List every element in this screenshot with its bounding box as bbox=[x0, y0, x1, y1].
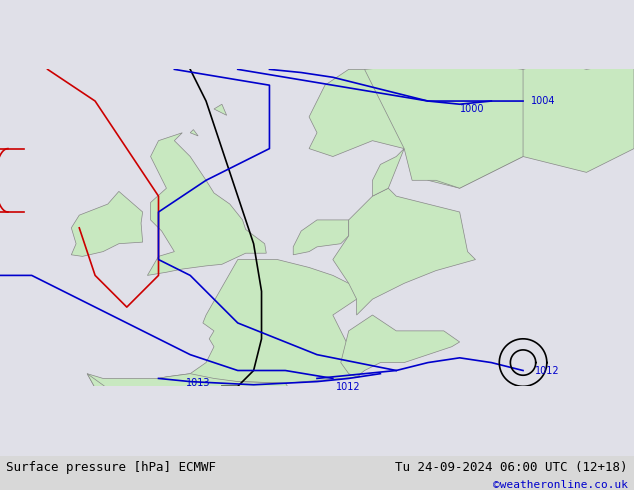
Polygon shape bbox=[71, 192, 143, 256]
Polygon shape bbox=[373, 148, 404, 196]
Text: 1012: 1012 bbox=[534, 366, 559, 376]
Text: 1004: 1004 bbox=[531, 96, 555, 106]
Text: Tu 24-09-2024 06:00 UTC (12+18): Tu 24-09-2024 06:00 UTC (12+18) bbox=[395, 461, 628, 474]
Polygon shape bbox=[333, 188, 476, 315]
Polygon shape bbox=[87, 374, 293, 490]
Polygon shape bbox=[214, 104, 227, 115]
Text: 1013: 1013 bbox=[186, 378, 210, 389]
Polygon shape bbox=[293, 220, 349, 255]
Polygon shape bbox=[365, 61, 523, 188]
Polygon shape bbox=[309, 61, 634, 188]
Text: Surface pressure [hPa] ECMWF: Surface pressure [hPa] ECMWF bbox=[6, 461, 216, 474]
Text: 1012: 1012 bbox=[337, 382, 361, 392]
Polygon shape bbox=[87, 374, 134, 482]
Text: ©weatheronline.co.uk: ©weatheronline.co.uk bbox=[493, 480, 628, 490]
Polygon shape bbox=[147, 133, 266, 275]
Polygon shape bbox=[158, 260, 365, 383]
Polygon shape bbox=[341, 315, 460, 377]
Text: 1000: 1000 bbox=[460, 104, 484, 114]
Polygon shape bbox=[190, 129, 198, 136]
